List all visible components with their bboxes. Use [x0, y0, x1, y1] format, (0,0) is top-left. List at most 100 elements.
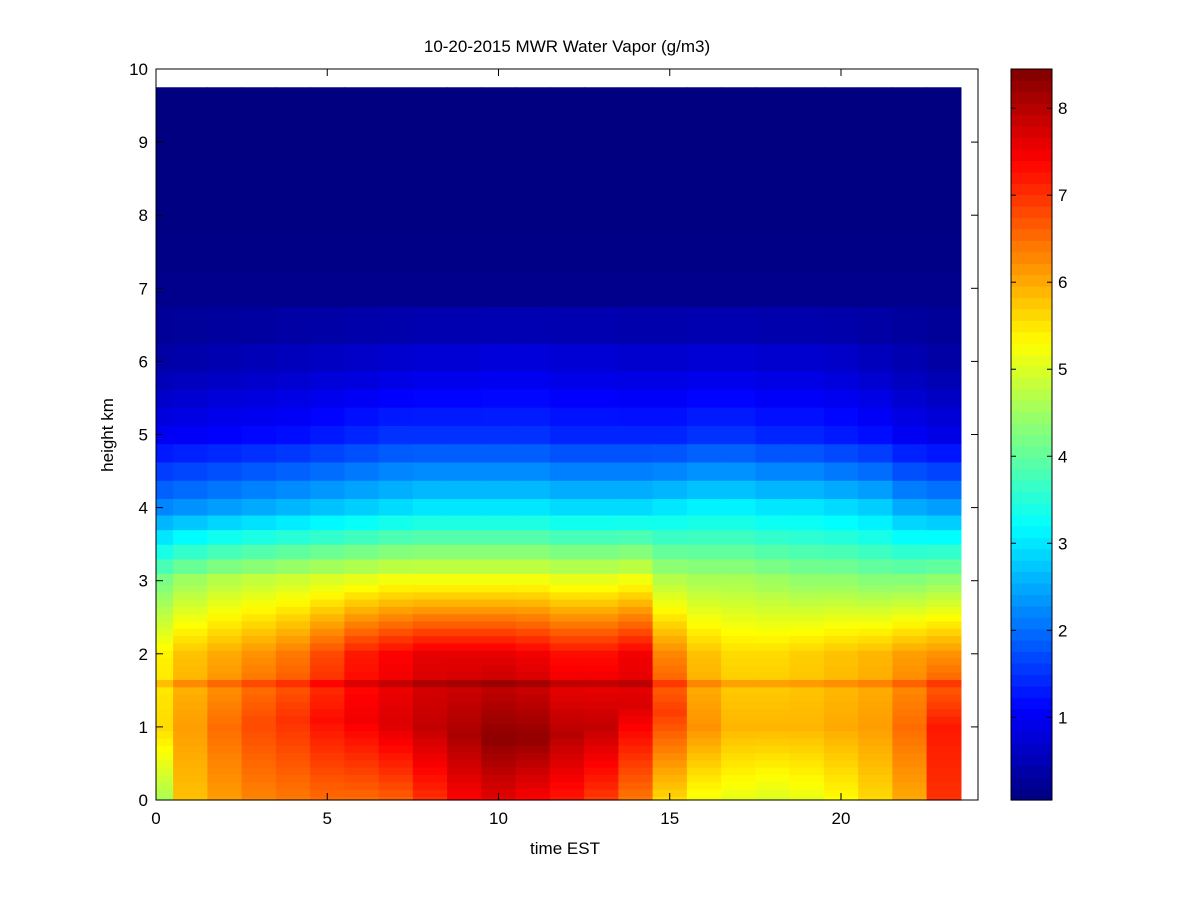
- heatmap-cell: [310, 672, 345, 680]
- colorbar-band: [1011, 628, 1052, 641]
- heatmap-cell: [892, 270, 928, 308]
- heatmap-cell: [823, 613, 859, 622]
- heatmap-cell: [789, 370, 825, 390]
- heatmap-cell: [584, 370, 619, 390]
- heatmap-cell: [789, 694, 825, 702]
- heatmap-cell: [378, 558, 414, 574]
- heatmap-cell: [686, 767, 722, 776]
- heatmap-cell: [926, 270, 962, 308]
- heatmap-cell: [207, 461, 243, 481]
- heatmap-cell: [173, 514, 208, 531]
- y-tick-label: 1: [139, 718, 148, 737]
- heatmap-cell: [447, 708, 482, 717]
- heatmap-cell: [549, 591, 585, 600]
- heatmap-cell: [378, 598, 414, 607]
- heatmap-cell: [412, 443, 448, 463]
- heatmap-cell: [241, 686, 277, 695]
- heatmap-cell: [481, 664, 517, 673]
- heatmap-cell: [378, 160, 414, 198]
- heatmap-cell: [584, 737, 619, 746]
- heatmap-cell: [447, 529, 482, 545]
- heatmap-cell: [412, 461, 448, 481]
- heatmap-cell: [515, 306, 551, 344]
- heatmap-cell: [515, 679, 551, 688]
- heatmap-cell: [241, 657, 277, 666]
- heatmap-cell: [173, 679, 208, 688]
- heatmap-cell: [515, 123, 551, 161]
- heatmap-cell: [549, 730, 585, 739]
- heatmap-cell: [275, 686, 311, 695]
- heatmap-cell: [584, 620, 619, 629]
- heatmap-cell: [310, 407, 345, 426]
- heatmap-cell: [926, 443, 962, 463]
- heatmap-cell: [173, 701, 208, 710]
- heatmap-cell: [618, 774, 654, 783]
- x-tick-label: 0: [151, 809, 160, 828]
- heatmap-cell: [207, 96, 243, 125]
- heatmap-cell: [241, 620, 277, 629]
- heatmap-cell: [275, 370, 311, 390]
- heatmap-cell: [173, 715, 208, 724]
- heatmap-cell: [584, 388, 619, 408]
- heatmap-cell: [515, 425, 551, 445]
- heatmap-cell: [156, 686, 174, 695]
- heatmap-cell: [207, 306, 243, 344]
- heatmap-cell: [618, 96, 654, 125]
- heatmap-cell: [823, 343, 859, 372]
- heatmap-cell: [412, 558, 448, 574]
- heatmap-cell: [378, 767, 414, 776]
- heatmap-cell: [892, 613, 928, 622]
- heatmap-cell: [823, 529, 859, 545]
- heatmap-cell: [344, 343, 380, 372]
- heatmap-cell: [275, 628, 311, 637]
- y-tick-label: 4: [139, 499, 148, 518]
- heatmap-cell: [858, 694, 893, 702]
- heatmap-cell: [156, 672, 174, 680]
- heatmap-cell: [412, 774, 448, 783]
- heatmap-cell: [789, 598, 825, 607]
- heatmap-cell: [344, 628, 380, 637]
- heatmap-cell: [412, 87, 448, 98]
- heatmap-cell: [447, 686, 482, 695]
- heatmap-cell: [412, 628, 448, 637]
- heatmap-cell: [652, 745, 688, 754]
- heatmap-cell: [652, 461, 688, 481]
- colorbar-tick-label: 3: [1058, 534, 1067, 553]
- heatmap-cell: [652, 620, 688, 629]
- heatmap-cell: [344, 591, 380, 600]
- heatmap-cell: [275, 598, 311, 607]
- heatmap-cell: [344, 745, 380, 754]
- colorbar-band: [1011, 126, 1052, 139]
- heatmap-cell: [241, 701, 277, 710]
- colorbar-band: [1011, 308, 1052, 321]
- heatmap-cell: [156, 759, 174, 768]
- heatmap-cell: [686, 584, 722, 593]
- heatmap-cell: [755, 620, 791, 629]
- heatmap-cell: [241, 573, 277, 585]
- heatmap-cell: [789, 686, 825, 695]
- heatmap-cell: [275, 767, 311, 776]
- heatmap-cell: [652, 752, 688, 761]
- heatmap-cell: [275, 759, 311, 768]
- heatmap-cell: [858, 730, 893, 739]
- heatmap-cell: [310, 370, 345, 390]
- heatmap-cell: [275, 613, 311, 622]
- heatmap-cell: [481, 306, 517, 344]
- heatmap-cell: [549, 752, 585, 761]
- heatmap-cell: [378, 759, 414, 768]
- heatmap-cell: [412, 160, 448, 198]
- heatmap-cell: [755, 443, 791, 463]
- colorbar-band: [1011, 320, 1052, 333]
- heatmap-cell: [481, 461, 517, 481]
- heatmap-cell: [618, 642, 654, 651]
- heatmap-cell: [584, 730, 619, 739]
- heatmap-cell: [156, 584, 174, 593]
- heatmap-cell: [310, 160, 345, 198]
- heatmap-cell: [310, 598, 345, 607]
- heatmap-cell: [447, 306, 482, 344]
- heatmap-cell: [241, 160, 277, 198]
- heatmap-cell: [892, 87, 928, 98]
- heatmap-cell: [241, 558, 277, 574]
- heatmap-cell: [241, 96, 277, 125]
- x-tick-label: 15: [660, 809, 679, 828]
